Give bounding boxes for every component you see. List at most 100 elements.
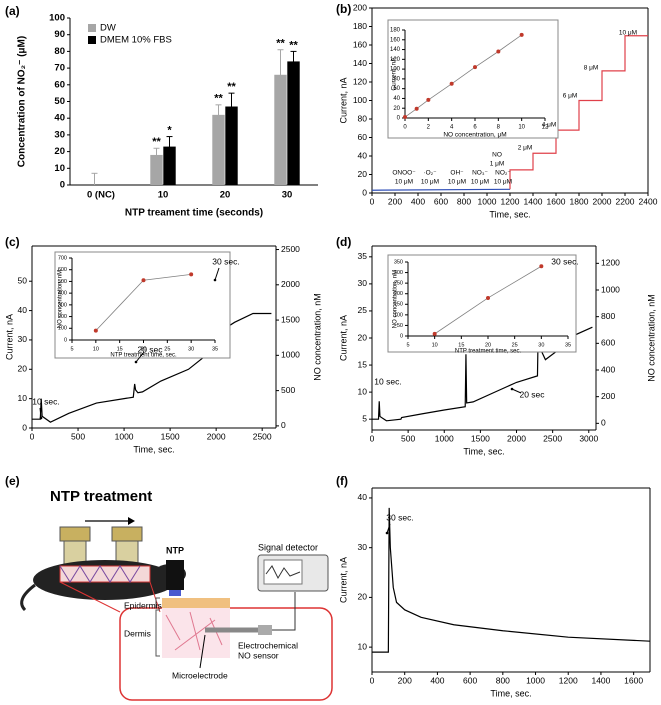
x-tick-label: 0: [370, 196, 375, 206]
annotation: NO₂⁻: [495, 170, 511, 177]
x-tick-label: 1600: [547, 196, 566, 206]
y-tick-label: 140: [390, 47, 401, 53]
sensor-label: NO sensor: [238, 650, 279, 660]
x-tick-label: 1000: [115, 431, 134, 441]
significance: **: [276, 38, 285, 50]
y-tick-label: 0: [64, 337, 67, 343]
y-axis-label: Current, nA: [391, 57, 398, 91]
y-tick-label: 0: [22, 422, 27, 432]
diagram-title: NTP treatment: [50, 488, 152, 505]
point: [449, 81, 454, 86]
significance: **: [152, 136, 161, 148]
y-tick-label: 50: [397, 323, 403, 329]
bar: [287, 61, 300, 185]
ntp-device: [166, 560, 184, 590]
y-tick-label: 200: [58, 314, 67, 320]
diagram: (e) NTP treatment NTP Signal detector Ep…: [5, 474, 333, 701]
y-tick-label: 60: [358, 132, 368, 142]
y2-axis-label: NO concentration, nM: [312, 293, 322, 381]
y-tick-label: 10: [358, 641, 368, 651]
line: [372, 507, 651, 653]
callout: [149, 581, 161, 613]
legend-swatch: [88, 36, 96, 44]
inset-frame: [387, 19, 559, 139]
x-tick-label: 20: [220, 190, 231, 201]
x-axis-label: Time, sec.: [489, 209, 530, 219]
y2-tick-label: 2500: [281, 244, 300, 254]
y-tick-label: 30: [54, 129, 65, 140]
y-tick-label: 160: [390, 37, 401, 43]
bracket: [155, 597, 160, 608]
y-tick-label: 600: [58, 267, 67, 273]
point: [426, 97, 431, 102]
arrow-head: [510, 387, 514, 391]
annotation: 20 sec: [137, 344, 163, 354]
x-tick-label: 200: [398, 675, 412, 685]
y2-axis-label: NO concentration, nM: [646, 294, 656, 382]
y-tick-label: 20: [358, 169, 368, 179]
arrow: [135, 351, 145, 363]
x-tick-label: 10: [93, 346, 99, 352]
x-tick-label: 0: [403, 125, 407, 131]
panel-label: (e): [5, 474, 20, 488]
y-tick-label: 150: [394, 302, 403, 308]
x-tick-label: 2000: [207, 431, 226, 441]
point: [93, 328, 98, 333]
y-tick-label: 20: [358, 332, 368, 342]
y-tick-label: 0: [60, 180, 65, 191]
pointer: [199, 634, 206, 669]
x-tick-label: 10: [158, 190, 169, 201]
x-tick-label: 2400: [639, 196, 658, 206]
x-tick-label: 1500: [471, 433, 490, 443]
x-tick-label: 2000: [507, 433, 526, 443]
point: [403, 115, 407, 120]
y-tick-label: 5: [362, 413, 367, 423]
y-tick-label: 40: [54, 113, 65, 124]
x-tick-label: 800: [457, 196, 471, 206]
y-tick-label: 20: [393, 106, 400, 112]
y-tick-label: 250: [394, 281, 403, 287]
annotation: OH⁻: [450, 170, 464, 177]
significance: **: [289, 39, 298, 51]
x-tick-label: 1800: [570, 196, 589, 206]
y-tick-label: 100: [353, 95, 367, 105]
y-tick-label: 80: [393, 76, 400, 82]
y-tick-label: 10: [358, 386, 368, 396]
x-tick-label: 800: [496, 675, 510, 685]
x-tick-label: 200: [388, 196, 402, 206]
x-axis-label: NTP treatment time, sec.: [455, 349, 522, 355]
x-tick-label: 500: [401, 433, 415, 443]
significance: **: [227, 81, 236, 93]
x-tick-label: 12: [542, 125, 549, 131]
arrow: [39, 407, 42, 419]
device-cap: [111, 526, 143, 542]
callout: [59, 581, 121, 613]
panel-label: (a): [5, 4, 20, 18]
point: [496, 49, 501, 54]
y-tick-label: 20: [54, 146, 65, 157]
x-tick-label: 2500: [253, 431, 272, 441]
x-tick-label: 0: [30, 431, 35, 441]
annotation: 4 μM: [542, 122, 557, 129]
y-tick-label: 20: [18, 364, 28, 374]
annotation: 10 μM: [421, 179, 439, 186]
mouse-tail: [20, 583, 36, 612]
x-tick-label: 400: [411, 196, 425, 206]
x-tick-label: 5: [70, 346, 73, 352]
annotation: 30 sec.: [551, 256, 578, 266]
x-tick-label: 1600: [624, 675, 643, 685]
y-tick-label: 50: [54, 96, 65, 107]
point: [519, 32, 524, 37]
x-tick-label: 10: [432, 342, 438, 348]
y2-tick-label: 0: [281, 420, 286, 430]
x-tick-label: 3000: [579, 433, 598, 443]
y-axis-label: Current, nA: [338, 557, 348, 603]
y-tick-label: 120: [353, 76, 367, 86]
layer-label: Epidermis: [124, 600, 162, 610]
y-tick-label: 10: [54, 163, 65, 174]
x-tick-label: 1000: [478, 196, 497, 206]
y-tick-label: 100: [58, 326, 67, 332]
x-tick-label: 15: [117, 346, 123, 352]
y-tick-label: 20: [358, 592, 368, 602]
